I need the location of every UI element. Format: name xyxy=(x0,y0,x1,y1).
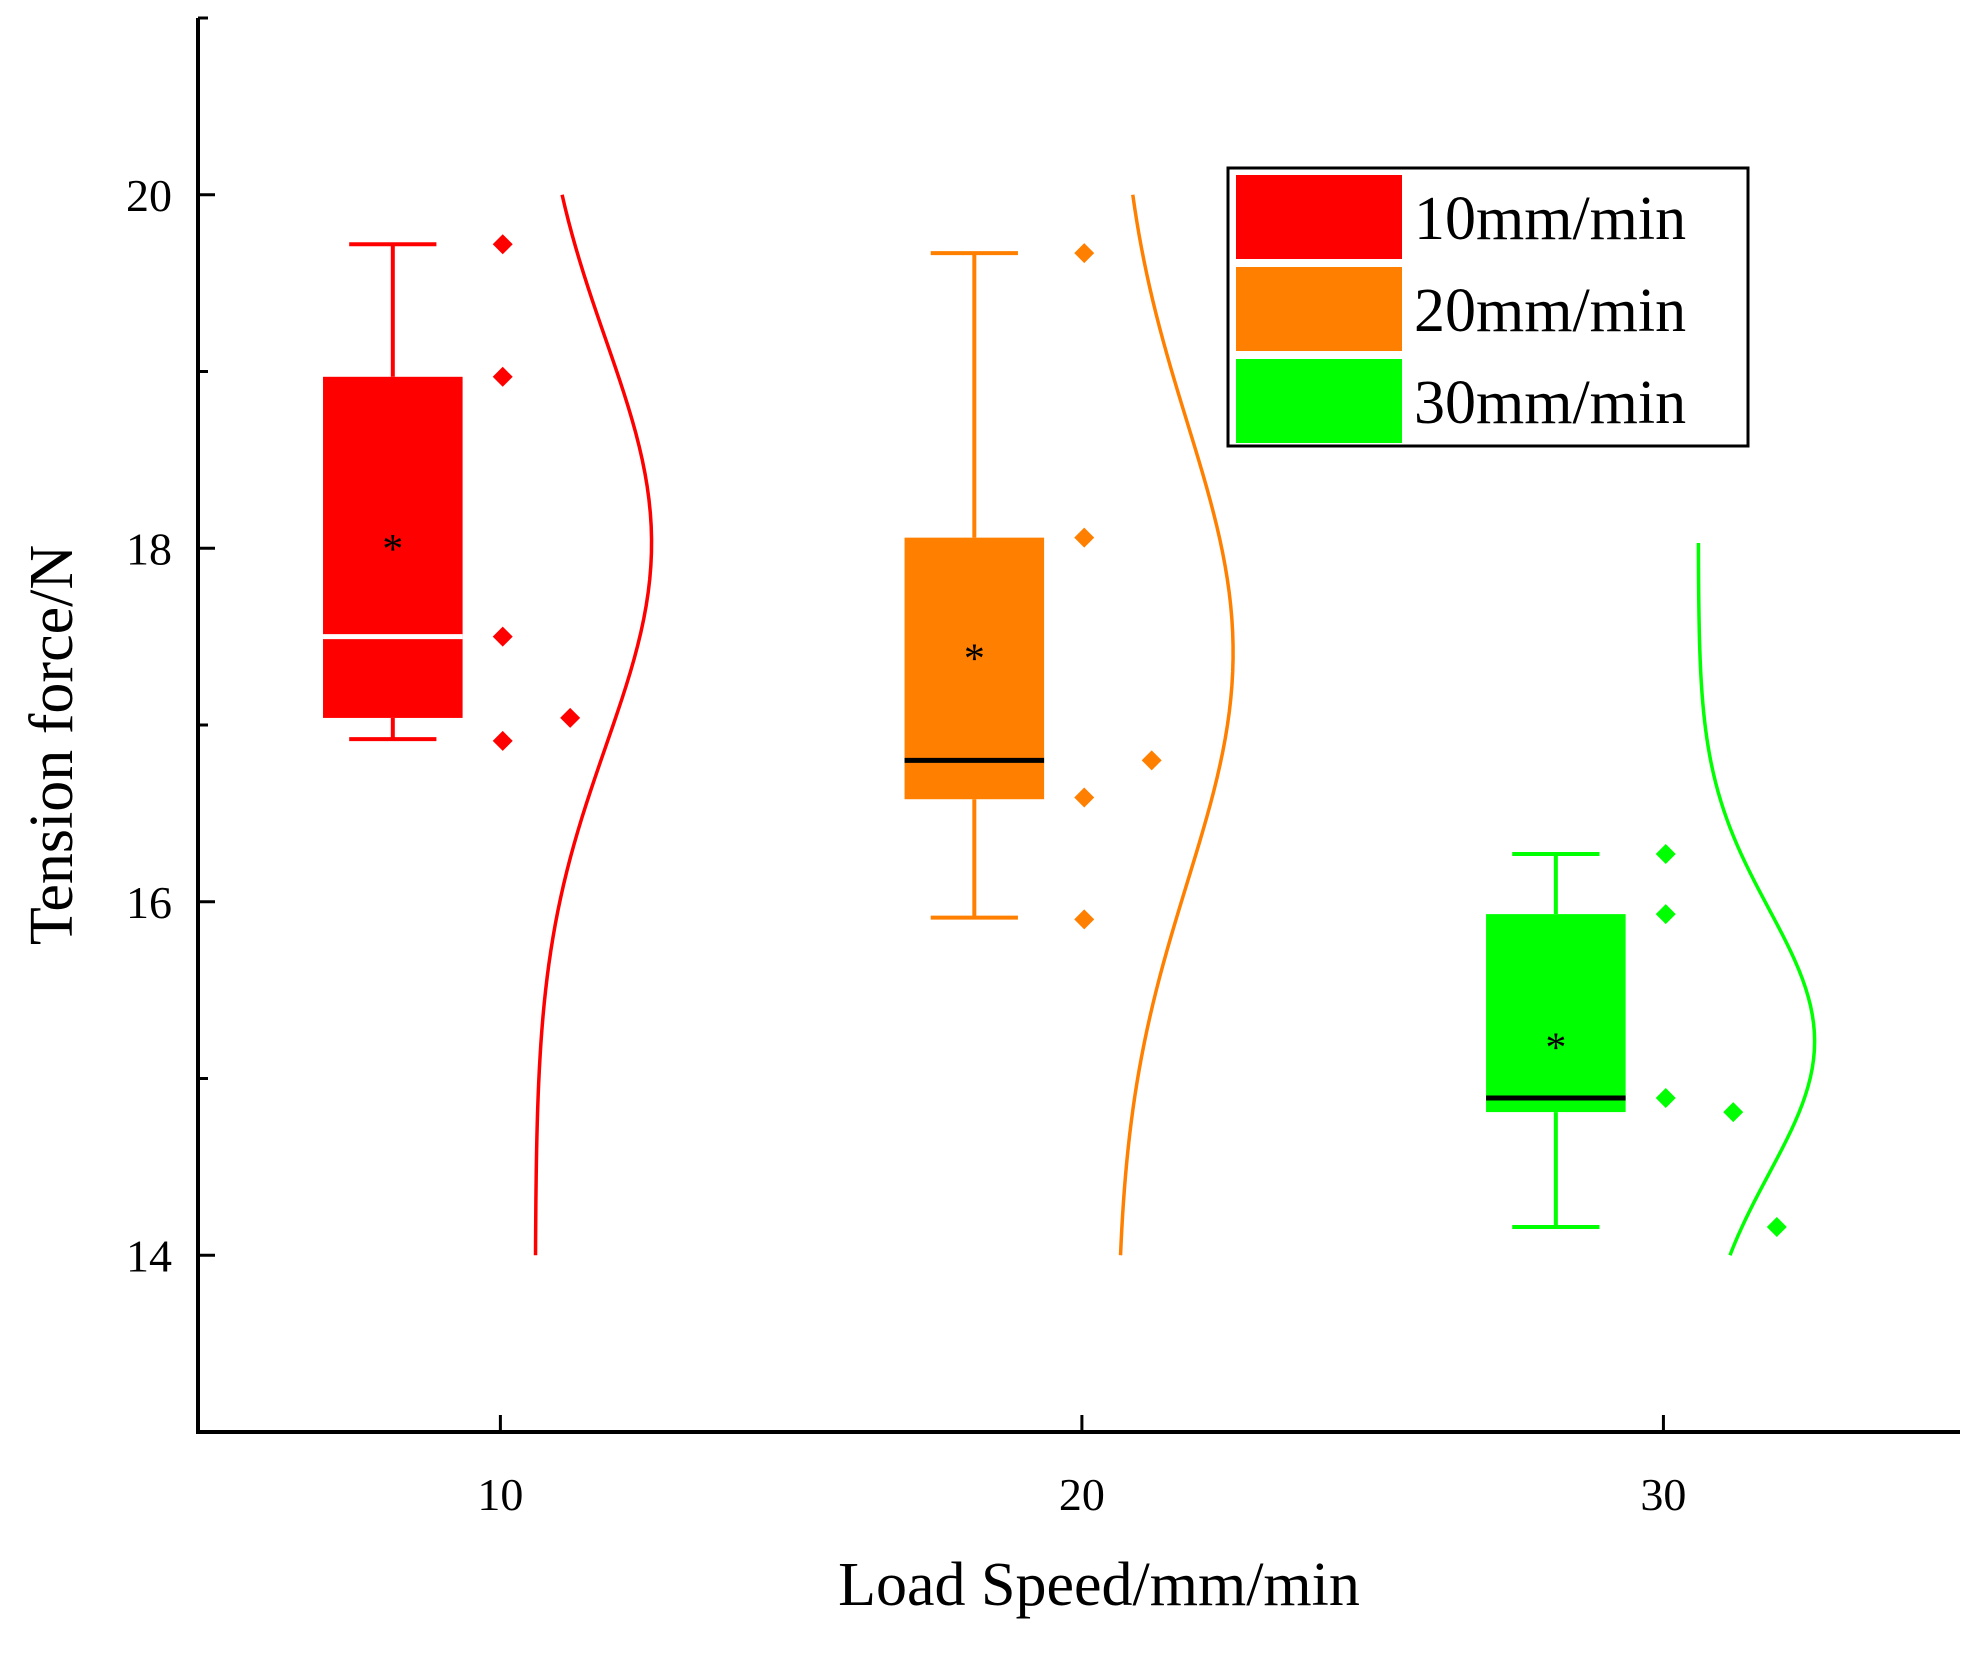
data-point xyxy=(1074,909,1095,930)
y-tick-label: 16 xyxy=(126,877,172,928)
x-axis-label: Load Speed/mm/min xyxy=(838,1551,1360,1619)
legend-label: 20mm/min xyxy=(1414,277,1686,345)
legend: 10mm/min 20mm/min 30mm/min xyxy=(1226,166,1750,448)
x-tick-label: 20 xyxy=(1059,1469,1105,1520)
data-point xyxy=(1074,787,1095,808)
data-point xyxy=(492,626,513,647)
distribution-curve xyxy=(533,194,654,1256)
series-30: * xyxy=(1486,542,1817,1256)
data-point xyxy=(1074,243,1095,264)
data-point xyxy=(1655,844,1676,865)
box-iqr xyxy=(904,537,1045,800)
mean-marker: * xyxy=(964,637,985,683)
outlier-point xyxy=(1766,1216,1787,1237)
y-tick-label: 18 xyxy=(126,523,172,574)
box-iqr xyxy=(323,376,463,718)
data-point xyxy=(1655,1087,1676,1108)
series-20: * xyxy=(904,194,1235,1256)
mean-marker: * xyxy=(1545,1025,1566,1071)
legend-label: 30mm/min xyxy=(1414,369,1686,437)
data-point xyxy=(492,234,513,255)
data-point xyxy=(492,366,513,387)
x-tick-label: 10 xyxy=(477,1469,523,1520)
legend-label: 10mm/min xyxy=(1414,185,1686,253)
legend-swatch xyxy=(1236,359,1402,443)
y-axis-label: Tension force/N xyxy=(18,545,86,945)
outlier-point xyxy=(560,707,581,728)
outlier-point xyxy=(1141,750,1162,771)
y-tick-label: 14 xyxy=(126,1230,172,1281)
y-tick-label: 20 xyxy=(126,170,172,221)
legend-swatch xyxy=(1236,175,1402,259)
outlier-point xyxy=(1723,1102,1744,1123)
legend-swatch xyxy=(1236,267,1402,351)
distribution-curve xyxy=(1696,542,1817,1256)
x-tick-label: 30 xyxy=(1640,1469,1686,1520)
data-point xyxy=(1074,527,1095,548)
distribution-curve xyxy=(1118,194,1235,1256)
axis-ticks: 14 16 18 20 10 20 30 xyxy=(126,16,1686,1520)
data-point xyxy=(492,730,513,751)
series-10: * xyxy=(323,194,654,1256)
data-point xyxy=(1655,904,1676,925)
mean-marker: * xyxy=(382,527,403,573)
box-iqr xyxy=(1486,914,1626,1113)
plot-area: * * * xyxy=(323,194,1817,1256)
